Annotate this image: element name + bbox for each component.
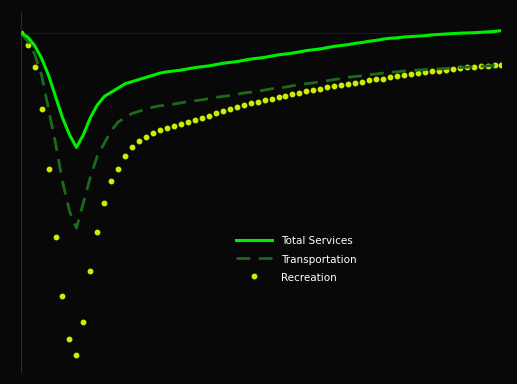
Legend: Total Services, Transportation, Recreation: Total Services, Transportation, Recreati… xyxy=(231,230,362,288)
